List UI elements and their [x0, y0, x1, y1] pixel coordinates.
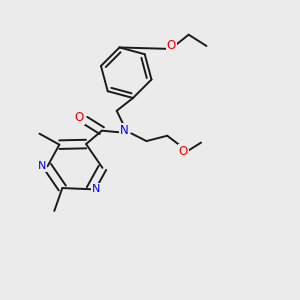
Text: O: O — [167, 39, 176, 52]
Text: O: O — [179, 145, 188, 158]
Text: N: N — [92, 184, 100, 194]
Text: N: N — [120, 124, 129, 137]
Text: O: O — [75, 111, 84, 124]
Text: N: N — [38, 161, 46, 171]
